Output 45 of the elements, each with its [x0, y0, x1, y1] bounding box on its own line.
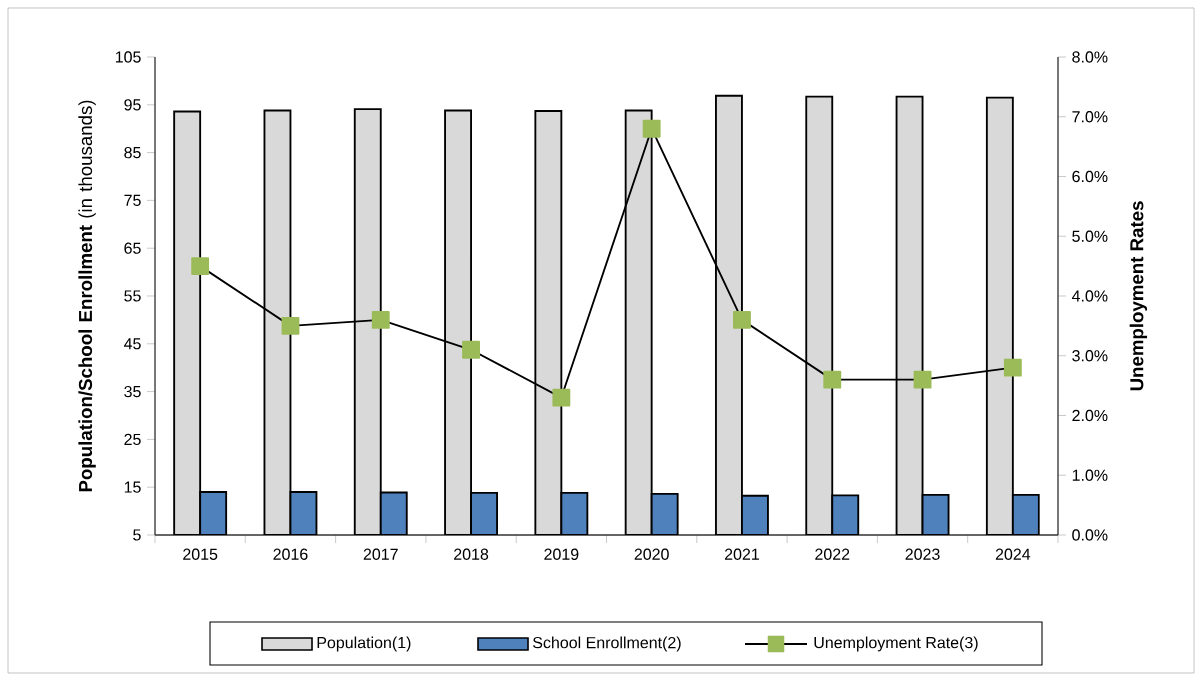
y2-tick-label: 8.0%	[1072, 51, 1108, 63]
point	[1003, 358, 1022, 377]
x-tick-label: 2019	[544, 548, 579, 560]
point	[913, 370, 932, 389]
legend-label: Unemployment Rate(3)	[814, 636, 978, 652]
y-tick-label: 45	[123, 338, 141, 350]
legend-label: Population(1)	[317, 636, 411, 652]
y-tick-label: 25	[124, 433, 141, 446]
y-tick-label: 95	[124, 99, 141, 111]
x-tick-label: 2023	[905, 548, 940, 560]
y-tick-label: 75	[124, 194, 141, 206]
y-tick-label: 55	[124, 290, 141, 302]
y-tick-label: 85	[124, 146, 141, 159]
y-tick-label: 5	[133, 529, 141, 541]
point	[281, 316, 300, 335]
legend-label: School Enrollment(2)	[533, 636, 681, 652]
point	[462, 340, 480, 359]
point	[733, 310, 751, 329]
y2-tick-label: 7.0%	[1072, 111, 1108, 123]
y-tick-label: 15	[124, 481, 141, 493]
point	[552, 388, 571, 407]
point	[191, 257, 210, 276]
y2-tick-label: 2.0%	[1072, 409, 1108, 422]
y-tick-label: 35	[124, 385, 141, 398]
y-tick-label: 105	[115, 51, 141, 63]
y-axis-title: Population/School Enrollment (in thousands)	[78, 100, 96, 492]
x-tick-label: 2021	[724, 548, 759, 560]
x-tick-label: 2022	[815, 548, 850, 560]
y2-tick-label: 3.0%	[1072, 350, 1108, 362]
y2-tick-label: 4.0%	[1071, 290, 1108, 302]
point	[642, 119, 661, 138]
point	[371, 310, 390, 329]
y2-tick-label: 5.0%	[1072, 230, 1108, 242]
x-tick-label: 2018	[454, 548, 489, 560]
y2-tick-label: 6.0%	[1072, 170, 1108, 183]
y2-axis-title: Unemployment Rates	[1129, 201, 1148, 391]
x-tick-label: 2015	[183, 548, 218, 560]
y2-tick-label: 1.0%	[1072, 469, 1108, 481]
x-tick-label: 2020	[634, 548, 669, 560]
point	[823, 370, 842, 389]
y2-tick-label: 0.0%	[1072, 529, 1108, 541]
y-tick-label: 65	[124, 242, 141, 254]
x-tick-label: 2017	[363, 548, 398, 560]
x-tick-label: 2016	[273, 548, 308, 560]
x-tick-label: 2024	[995, 548, 1031, 560]
